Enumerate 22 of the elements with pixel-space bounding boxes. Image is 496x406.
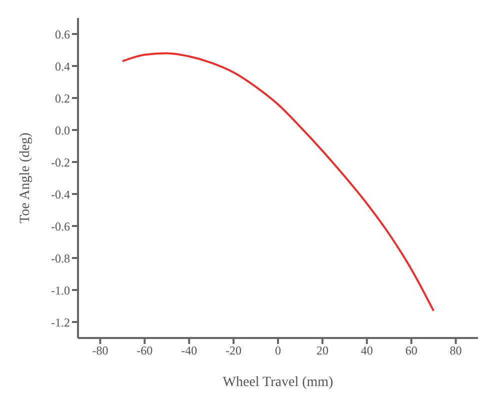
y-tick-label: 0.4: [55, 59, 70, 74]
x-tick-label: -40: [181, 344, 198, 358]
x-tick-label: -60: [136, 344, 153, 358]
y-tick-label: -0.6: [51, 219, 70, 234]
x-tick-label: -20: [226, 344, 242, 358]
y-tick-label: -0.2: [51, 155, 70, 170]
y-tick-label: -1.0: [51, 283, 70, 298]
x-tick-label: -80: [92, 344, 108, 358]
y-tick-label: 0.0: [55, 123, 70, 138]
x-tick-label: 80: [450, 344, 462, 358]
y-tick-label: -0.8: [51, 251, 70, 266]
x-axis-title: Wheel Travel (mm): [222, 374, 334, 390]
line-series: [121, 52, 435, 312]
y-tick-label: -0.4: [51, 187, 70, 202]
y-tick-label: -1.2: [51, 315, 70, 330]
y-tick-label: 0.2: [55, 91, 70, 106]
y-tick-label: 0.6: [55, 27, 70, 42]
x-tick-label: 60: [405, 344, 418, 358]
x-tick-label: 0: [275, 344, 281, 358]
x-tick-label: 20: [316, 344, 328, 358]
x-tick-label: 40: [360, 344, 373, 358]
y-axis-title: Toe Angle (deg): [18, 132, 33, 224]
